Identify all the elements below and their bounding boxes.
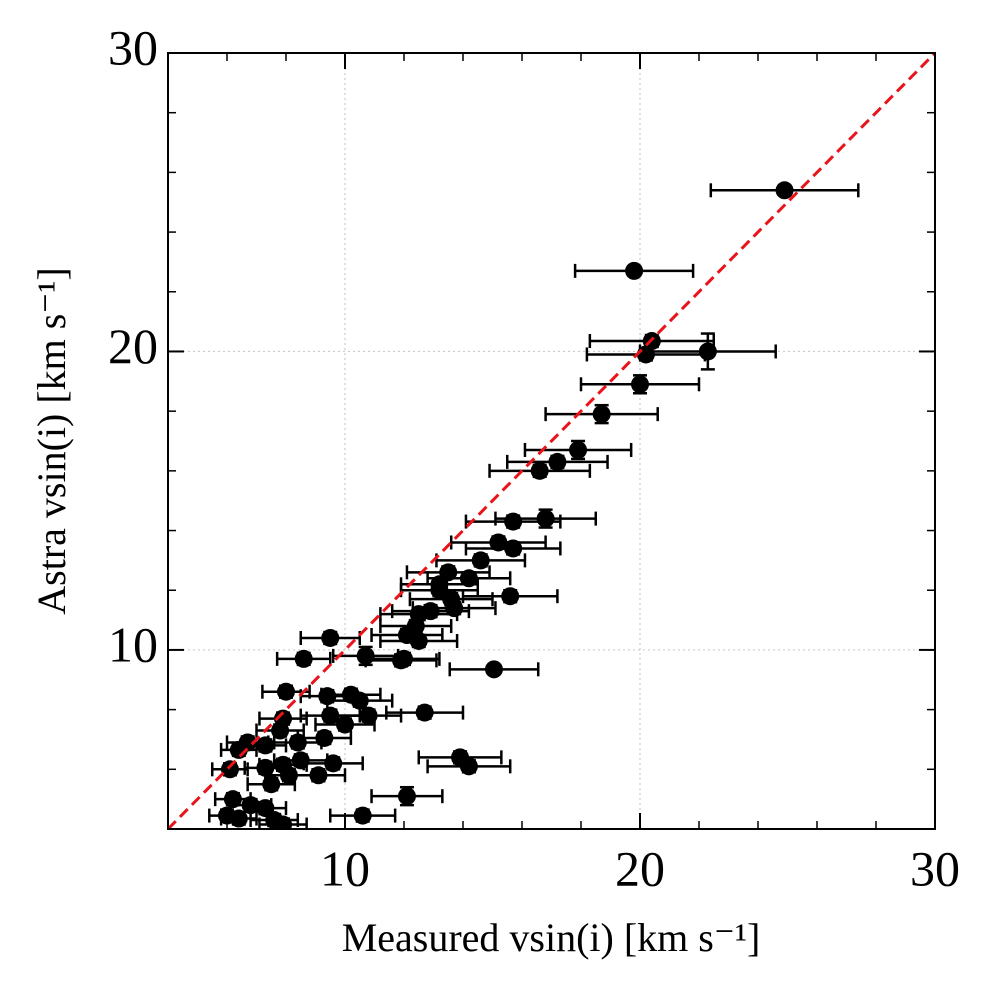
x-tick-label: 30	[910, 840, 960, 896]
point	[291, 751, 310, 770]
y-axis-label: Astra vsin(i) [km s⁻¹]	[29, 267, 74, 615]
point	[504, 512, 523, 531]
y-tick-label: 10	[108, 616, 158, 672]
point	[277, 682, 295, 701]
point	[530, 461, 549, 480]
point	[471, 551, 490, 570]
point	[625, 261, 644, 280]
point	[321, 706, 340, 725]
point	[288, 733, 307, 752]
point	[536, 509, 555, 528]
point	[315, 728, 334, 747]
point	[631, 375, 649, 394]
point	[548, 452, 567, 471]
x-axis-label: Measured vsin(i) [km s⁻¹]	[342, 915, 761, 960]
point	[445, 599, 464, 618]
point	[336, 715, 354, 734]
point	[395, 649, 413, 668]
point	[318, 687, 337, 706]
point	[241, 796, 260, 815]
y-tick-label: 30	[108, 19, 158, 75]
point	[359, 706, 378, 725]
point	[256, 758, 275, 777]
point	[409, 631, 428, 650]
point	[592, 405, 611, 424]
point	[294, 649, 313, 668]
axes-frame	[167, 52, 936, 830]
point	[271, 721, 290, 740]
point	[775, 181, 794, 200]
y-tick-label: 20	[108, 318, 158, 374]
point	[309, 766, 328, 785]
point	[501, 587, 520, 606]
point	[223, 790, 242, 809]
point	[256, 736, 275, 755]
x-tick-label: 10	[320, 840, 370, 896]
plot-area	[168, 53, 935, 829]
point	[279, 766, 298, 785]
point	[504, 539, 523, 558]
point	[459, 757, 478, 776]
point	[459, 569, 478, 588]
x-tick-label: 20	[615, 840, 665, 896]
point	[321, 628, 340, 647]
point	[489, 533, 508, 552]
point	[356, 646, 375, 665]
point	[220, 760, 239, 779]
point	[353, 806, 372, 825]
point	[324, 754, 343, 773]
point	[262, 775, 281, 794]
point	[569, 440, 588, 459]
point	[274, 815, 293, 829]
point	[636, 345, 655, 364]
point	[229, 809, 248, 828]
point	[350, 691, 369, 710]
reference-line	[168, 53, 935, 829]
point	[415, 703, 434, 722]
point	[698, 342, 717, 361]
point	[397, 787, 416, 806]
point	[484, 660, 503, 679]
